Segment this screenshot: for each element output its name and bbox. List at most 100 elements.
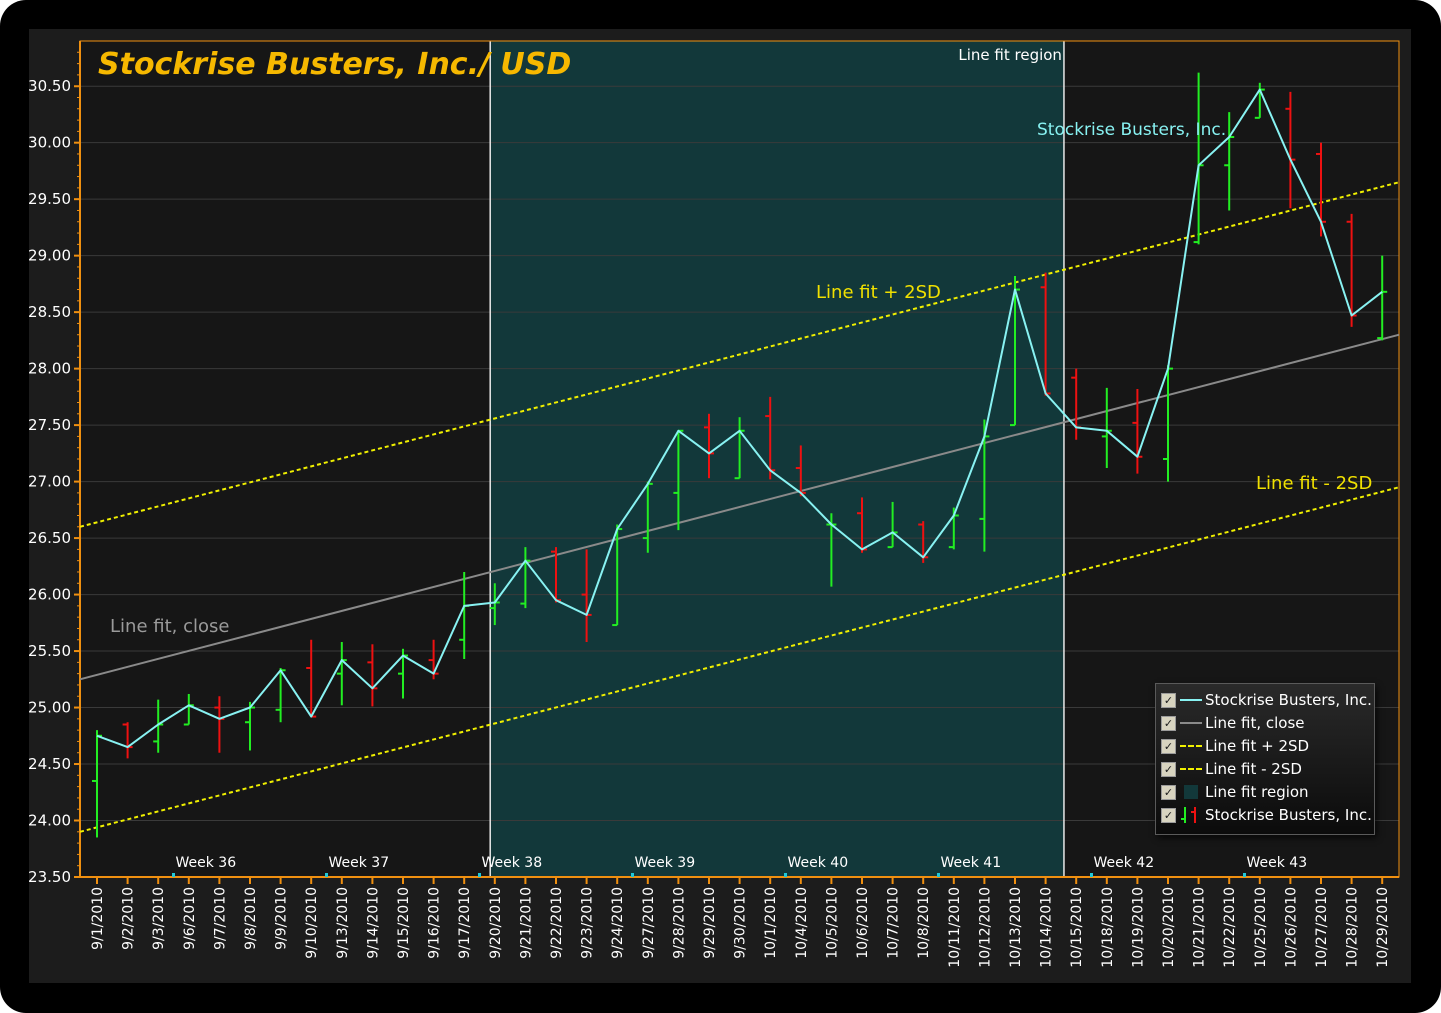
week-label: Week 36 bbox=[176, 855, 237, 871]
minus-2sd-label: Line fit - 2SD bbox=[1256, 473, 1372, 494]
x-tick-label: 10/14/2010 bbox=[1039, 887, 1055, 968]
week-label: Week 38 bbox=[482, 855, 543, 871]
legend-label: Stockrise Busters, Inc. bbox=[1205, 691, 1372, 709]
checkbox-icon[interactable]: ✓ bbox=[1161, 807, 1176, 823]
checkbox-icon[interactable]: ✓ bbox=[1161, 784, 1176, 800]
y-tick-label: 28.00 bbox=[29, 360, 71, 378]
legend-item-close[interactable]: ✓ Stockrise Busters, Inc. bbox=[1161, 690, 1372, 710]
week-label: Week 39 bbox=[635, 855, 696, 871]
checkbox-icon[interactable]: ✓ bbox=[1161, 738, 1176, 754]
x-tick-label: 10/29/2010 bbox=[1375, 887, 1391, 968]
legend-item-minus[interactable]: ✓ Line fit - 2SD bbox=[1161, 759, 1302, 779]
week-marker bbox=[172, 873, 175, 877]
x-tick-label: 9/15/2010 bbox=[396, 887, 412, 959]
x-tick-label: 9/10/2010 bbox=[304, 887, 320, 959]
x-tick-label: 9/24/2010 bbox=[610, 887, 626, 959]
x-tick-label: 9/13/2010 bbox=[335, 887, 351, 959]
week-marker bbox=[1243, 873, 1246, 877]
line-fit-region bbox=[490, 41, 1064, 877]
line-swatch-icon bbox=[1180, 690, 1202, 710]
y-tick-label: 24.00 bbox=[29, 812, 71, 830]
legend-label: Stockrise Busters, Inc. bbox=[1205, 806, 1372, 824]
x-tick-label: 10/13/2010 bbox=[1008, 887, 1024, 968]
x-tick-label: 9/22/2010 bbox=[549, 887, 565, 959]
x-tick-label: 10/4/2010 bbox=[794, 887, 810, 959]
x-tick-label: 10/7/2010 bbox=[886, 887, 902, 959]
legend-item-plus[interactable]: ✓ Line fit + 2SD bbox=[1161, 736, 1309, 756]
x-tick-label: 10/12/2010 bbox=[977, 887, 993, 968]
legend-label: Line fit region bbox=[1205, 783, 1309, 801]
x-tick-label: 10/25/2010 bbox=[1253, 887, 1269, 968]
x-tick-label: 10/26/2010 bbox=[1283, 887, 1299, 968]
legend-label: Line fit, close bbox=[1205, 714, 1305, 732]
plus-2sd-label: Line fit + 2SD bbox=[816, 282, 941, 303]
y-tick-label: 26.50 bbox=[29, 529, 71, 547]
x-tick-label: 9/16/2010 bbox=[427, 887, 443, 959]
week-marker bbox=[784, 873, 787, 877]
x-tick-label: 9/3/2010 bbox=[151, 887, 167, 950]
x-tick-label: 9/23/2010 bbox=[580, 887, 596, 959]
dashed-swatch-icon bbox=[1180, 759, 1202, 779]
close-price-line bbox=[96, 88, 1383, 749]
y-tick-label: 26.00 bbox=[29, 586, 71, 604]
ohlc-bar bbox=[1377, 255, 1388, 341]
x-tick-label: 10/11/2010 bbox=[947, 887, 963, 968]
x-tick-label: 9/14/2010 bbox=[365, 887, 381, 959]
checkbox-icon[interactable]: ✓ bbox=[1161, 761, 1176, 777]
week-marker bbox=[478, 873, 481, 877]
y-tick-label: 23.50 bbox=[29, 868, 71, 886]
checkbox-icon[interactable]: ✓ bbox=[1161, 692, 1176, 708]
region-label: Line fit region bbox=[958, 46, 1062, 64]
x-tick-label: 10/1/2010 bbox=[763, 887, 779, 959]
y-tick-label: 24.50 bbox=[29, 755, 71, 773]
x-tick-label: 9/30/2010 bbox=[733, 887, 749, 959]
x-tick-label: 9/1/2010 bbox=[90, 887, 106, 950]
x-tick-label: 9/29/2010 bbox=[702, 887, 718, 959]
y-tick-label: 29.50 bbox=[29, 190, 71, 208]
x-tick-label: 9/28/2010 bbox=[671, 887, 687, 959]
legend-item-ohlc[interactable]: ✓ Stockrise Busters, Inc. bbox=[1161, 805, 1372, 825]
line-swatch-icon bbox=[1180, 713, 1202, 733]
x-tick-label: 10/21/2010 bbox=[1192, 887, 1208, 968]
y-tick-label: 25.50 bbox=[29, 642, 71, 660]
x-tick-label: 9/7/2010 bbox=[212, 887, 228, 950]
line-fit-close bbox=[79, 333, 1400, 681]
chart-title: Stockrise Busters, Inc./ USD bbox=[98, 47, 571, 82]
x-tick-label: 10/5/2010 bbox=[824, 887, 840, 959]
y-tick-label: 27.50 bbox=[29, 416, 71, 434]
x-tick-label: 9/6/2010 bbox=[182, 887, 198, 950]
x-tick-label: 9/21/2010 bbox=[518, 887, 534, 959]
x-tick-label: 10/19/2010 bbox=[1130, 887, 1146, 968]
x-tick-label: 10/28/2010 bbox=[1345, 887, 1361, 968]
week-label: Week 41 bbox=[941, 855, 1002, 871]
y-tick-label: 30.50 bbox=[29, 77, 71, 95]
week-label: Week 43 bbox=[1247, 855, 1308, 871]
x-tick-label: 10/18/2010 bbox=[1100, 887, 1116, 968]
fit-label: Line fit, close bbox=[110, 616, 229, 637]
legend: ✓ Stockrise Busters, Inc. ✓ Line fit, cl… bbox=[1155, 683, 1375, 835]
chart-panel: 23.50 24.00 24.50 25.00 25.50 26.00 26.50 27.00… bbox=[28, 29, 1411, 983]
dashed-swatch-icon bbox=[1180, 736, 1202, 756]
legend-item-fit[interactable]: ✓ Line fit, close bbox=[1161, 713, 1305, 733]
week-marker bbox=[325, 873, 328, 877]
checkbox-icon[interactable]: ✓ bbox=[1161, 715, 1176, 731]
legend-item-region[interactable]: ✓ Line fit region bbox=[1161, 782, 1309, 802]
week-label: Week 37 bbox=[329, 855, 390, 871]
x-tick-label: 10/27/2010 bbox=[1314, 887, 1330, 968]
week-label: Week 40 bbox=[788, 855, 849, 871]
x-tick-label: 9/8/2010 bbox=[243, 887, 259, 950]
week-marker bbox=[937, 873, 940, 877]
line-fit-plus-2sd bbox=[79, 181, 1400, 528]
ohlc-swatch-icon bbox=[1180, 805, 1202, 825]
x-tick-label: 10/8/2010 bbox=[916, 887, 932, 959]
x-tick-label: 10/20/2010 bbox=[1161, 887, 1177, 968]
x-tick-label: 9/9/2010 bbox=[274, 887, 290, 950]
stock-chart: 23.50 24.00 24.50 25.00 25.50 26.00 26.50 27.00… bbox=[28, 40, 1400, 968]
y-tick-label: 30.00 bbox=[29, 134, 71, 152]
y-tick-label: 27.00 bbox=[29, 473, 71, 491]
week-marker bbox=[1090, 873, 1093, 877]
y-tick-label: 28.50 bbox=[29, 303, 71, 321]
region-swatch-icon bbox=[1180, 782, 1202, 802]
x-tick-label: 9/17/2010 bbox=[457, 887, 473, 959]
